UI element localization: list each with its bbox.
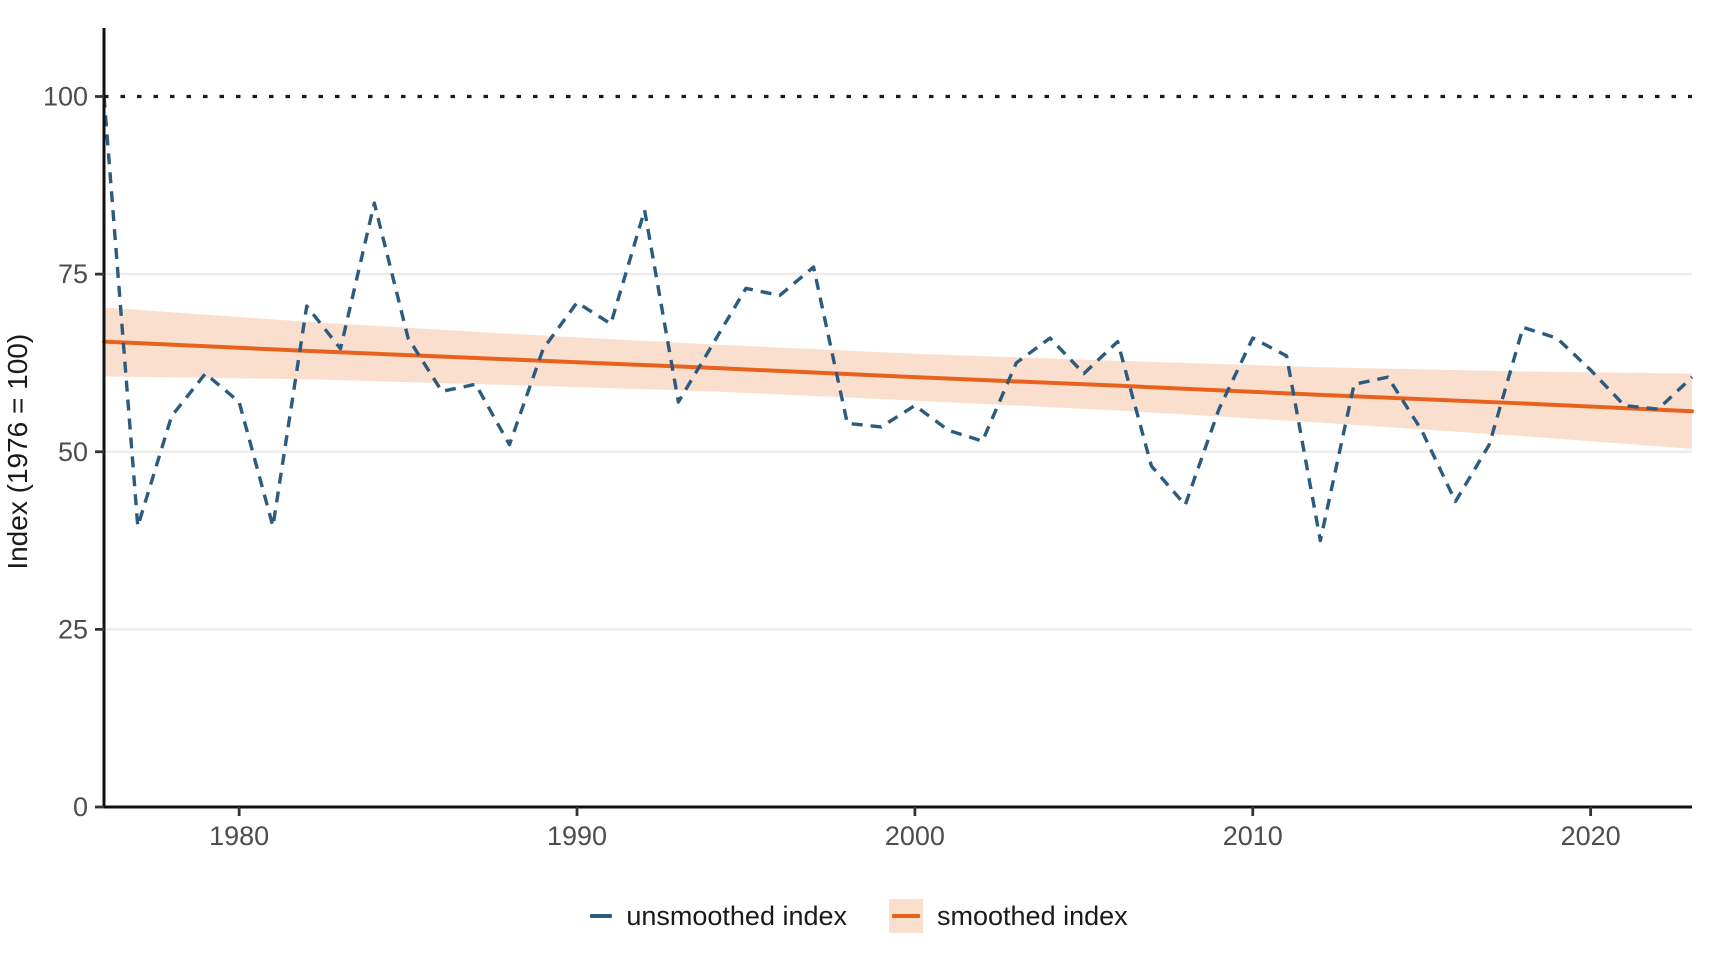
x-tick-label: 1980	[209, 821, 269, 851]
legend-label-smoothed: smoothed index	[937, 900, 1128, 931]
chart-legend: unsmoothed index smoothed index	[0, 888, 1718, 944]
chart-canvas: 0 25 50 75 100 1980 1990 2000 2010 2020 Index (197…	[2, 28, 1694, 851]
x-tick-label: 1990	[547, 821, 607, 851]
y-axis-title: Index (1976 = 100)	[2, 334, 33, 570]
dashed-line-key-icon	[590, 914, 613, 918]
y-tick-label: 0	[73, 792, 88, 822]
ribbon-key-icon	[889, 899, 924, 933]
x-tick-label: 2010	[1223, 821, 1283, 851]
y-tick-label: 50	[58, 437, 88, 467]
smoothed-index-line	[102, 339, 1694, 414]
y-tick-label: 75	[58, 259, 88, 289]
legend-label-unsmoothed: unsmoothed index	[626, 900, 848, 931]
x-tick-label: 2020	[1561, 821, 1621, 851]
x-tick-label: 2000	[885, 821, 945, 851]
y-tick-label: 25	[58, 614, 88, 644]
legend-item-smoothed: smoothed index	[889, 899, 1128, 933]
unsmoothed-index-line	[102, 96, 1694, 543]
legend-item-unsmoothed: unsmoothed index	[590, 900, 848, 931]
y-tick-label: 100	[43, 82, 88, 112]
smoothed-line-key-icon	[892, 914, 921, 918]
